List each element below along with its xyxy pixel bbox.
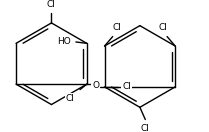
Text: Cl: Cl bbox=[47, 0, 56, 9]
Text: HO: HO bbox=[57, 37, 70, 46]
Text: Cl: Cl bbox=[141, 124, 150, 132]
Text: Cl: Cl bbox=[112, 23, 121, 32]
Text: Cl: Cl bbox=[159, 23, 167, 32]
Text: Cl: Cl bbox=[122, 82, 131, 91]
Text: O: O bbox=[92, 81, 99, 90]
Text: Cl: Cl bbox=[66, 94, 75, 103]
